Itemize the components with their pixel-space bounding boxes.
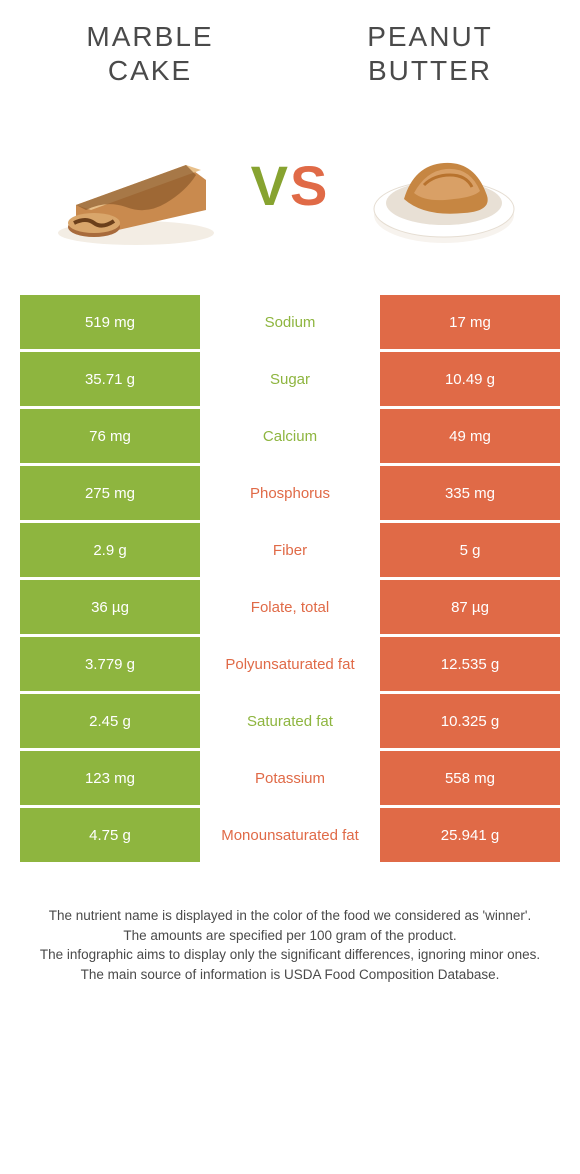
title-right-line1: PEANUT [330,20,530,54]
nutrient-label: Sodium [200,295,380,349]
right-value: 25.941 g [380,808,560,862]
table-row: 35.71 gSugar10.49 g [20,352,560,406]
right-value: 49 mg [380,409,560,463]
right-value: 335 mg [380,466,560,520]
right-value: 5 g [380,523,560,577]
table-row: 275 mgPhosphorus335 mg [20,466,560,520]
comparison-table: 519 mgSodium17 mg35.71 gSugar10.49 g76 m… [20,295,560,862]
left-value: 4.75 g [20,808,200,862]
table-row: 2.9 gFiber5 g [20,523,560,577]
nutrient-label: Sugar [200,352,380,406]
title-left: MARBLE CAKE [50,20,250,87]
peanut-butter-image [354,115,534,255]
right-value: 17 mg [380,295,560,349]
titles-row: MARBLE CAKE PEANUT BUTTER [20,20,560,87]
footnote-line: The infographic aims to display only the… [28,945,552,965]
nutrient-label: Polyunsaturated fat [200,637,380,691]
left-value: 3.779 g [20,637,200,691]
vs-v: V [251,154,290,217]
nutrient-label: Folate, total [200,580,380,634]
table-row: 519 mgSodium17 mg [20,295,560,349]
nutrient-label: Monounsaturated fat [200,808,380,862]
right-value: 10.325 g [380,694,560,748]
table-row: 2.45 gSaturated fat10.325 g [20,694,560,748]
table-row: 36 µgFolate, total87 µg [20,580,560,634]
left-value: 36 µg [20,580,200,634]
title-left-line1: MARBLE [50,20,250,54]
marble-cake-image [46,115,226,255]
footnote-line: The nutrient name is displayed in the co… [28,906,552,926]
table-row: 3.779 gPolyunsaturated fat12.535 g [20,637,560,691]
nutrient-label: Saturated fat [200,694,380,748]
footnote-line: The main source of information is USDA F… [28,965,552,985]
title-right: PEANUT BUTTER [330,20,530,87]
nutrient-label: Fiber [200,523,380,577]
left-value: 123 mg [20,751,200,805]
title-left-line2: CAKE [50,54,250,88]
vs-s: S [290,154,329,217]
left-value: 76 mg [20,409,200,463]
right-value: 87 µg [380,580,560,634]
table-row: 76 mgCalcium49 mg [20,409,560,463]
vs-label: VS [251,153,330,218]
left-value: 2.9 g [20,523,200,577]
left-value: 35.71 g [20,352,200,406]
nutrient-label: Calcium [200,409,380,463]
left-value: 519 mg [20,295,200,349]
footnote-line: The amounts are specified per 100 gram o… [28,926,552,946]
footnotes: The nutrient name is displayed in the co… [20,906,560,984]
left-value: 275 mg [20,466,200,520]
hero-row: VS [20,115,560,255]
left-value: 2.45 g [20,694,200,748]
right-value: 12.535 g [380,637,560,691]
nutrient-label: Phosphorus [200,466,380,520]
nutrient-label: Potassium [200,751,380,805]
right-value: 558 mg [380,751,560,805]
table-row: 4.75 gMonounsaturated fat25.941 g [20,808,560,862]
right-value: 10.49 g [380,352,560,406]
table-row: 123 mgPotassium558 mg [20,751,560,805]
title-right-line2: BUTTER [330,54,530,88]
